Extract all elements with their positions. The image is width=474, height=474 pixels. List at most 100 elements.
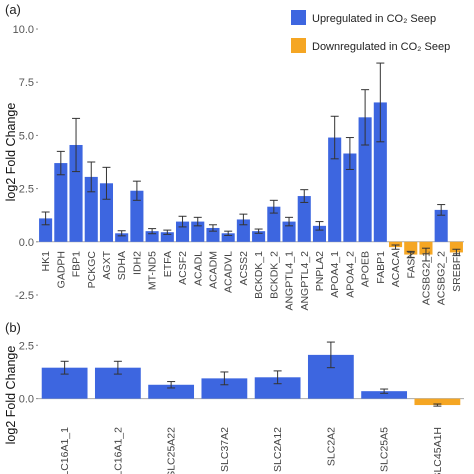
a-y-tick-label: 2.5 [19, 184, 34, 196]
a-category-label: APOEB [360, 251, 372, 287]
a-category-label: ACADVL [223, 251, 235, 293]
a-error-bar-acsbg2_1 [421, 247, 430, 262]
a-bar-angptl4_1 [282, 221, 296, 242]
a-error-bar-fbp1 [72, 117, 81, 173]
a-bar-acadvl [221, 233, 235, 242]
a-bar-sdha [115, 233, 129, 242]
b-category-label: SLC2A2 [325, 427, 337, 466]
b-error-bar-slc25a22 [167, 381, 176, 389]
a-bar-apoa4_1 [328, 137, 342, 242]
legend-label-downregulated: Downregulated in CO₂ Seep [312, 41, 450, 53]
a-category-label: FASN [405, 251, 417, 278]
a-error-bar-pckgc [87, 161, 96, 193]
a-category-label: MT-ND5 [147, 251, 159, 290]
a-category-label: FABP1 [375, 251, 387, 284]
a-error-bar-bckdk_2 [269, 199, 278, 214]
b-error-bar-slc25a5 [380, 388, 389, 394]
a-error-bar-hk1 [41, 211, 50, 226]
panel-a-y-axis-label: log2 Fold Change [4, 103, 18, 202]
a-category-label: SREBF1 [451, 251, 463, 292]
a-category-label: BCKDK_1 [253, 251, 265, 299]
a-bar-acaca [388, 241, 403, 248]
b-category-label: SLC25A22 [166, 427, 178, 474]
a-y-tick-label: 10.0 [13, 24, 34, 36]
b-category-label: SLC25A5 [379, 427, 391, 472]
a-error-bar-acadm [208, 224, 217, 232]
a-error-bar-mt-nd5 [148, 228, 157, 235]
a-bar-agxt [99, 183, 114, 242]
a-category-label: APOA4_2 [344, 251, 356, 298]
panel-a-bars [39, 102, 463, 255]
b-error-bar-slc45a1h [433, 403, 442, 407]
a-error-bar-etfa [163, 229, 172, 235]
legend-swatch-upregulated [291, 10, 306, 25]
a-error-bar-fabp1 [376, 62, 385, 143]
b-bar-slc2a12 [254, 377, 301, 399]
b-category-label: SLC45A1H [432, 427, 444, 474]
a-y-tick-label: 5.0 [19, 130, 34, 142]
a-error-bar-gadph [56, 150, 65, 176]
b-category-label: SLC16A1_2 [112, 427, 124, 474]
a-error-bar-apoa4_2 [345, 137, 354, 170]
a-category-label: BCKDK_2 [268, 251, 280, 299]
panel-b-label: (b) [5, 320, 21, 335]
legend: Upregulated in CO₂ Seep Downregulated in… [291, 10, 450, 53]
b-y-tick-label: 2.5 [19, 340, 34, 352]
a-error-bar-angptl4_1 [285, 216, 294, 227]
a-category-label: PNPLA2 [314, 251, 326, 291]
a-error-bar-angptl4_2 [300, 189, 309, 203]
a-error-bar-apoeb [361, 89, 370, 146]
a-category-label: APOA4_1 [329, 251, 341, 298]
panel-a: (a) log2 Fold Change -2.5 0.0 2.5 5.0 7.5 10.… [4, 2, 464, 311]
a-bar-idh2 [130, 190, 144, 242]
a-bar-angptl4_2 [297, 196, 311, 242]
a-bar-acadl [191, 221, 205, 242]
a-category-label: ACACA [390, 251, 402, 287]
a-category-label: ACADM [207, 251, 219, 289]
a-category-label: ACSF2 [177, 251, 189, 285]
a-error-bar-acadvl [224, 230, 233, 236]
a-bar-gadph [54, 163, 68, 242]
a-error-bar-bckdk_1 [254, 228, 263, 234]
a-category-label: ACSS2 [238, 251, 250, 286]
a-category-label: ACSBG2_1 [420, 251, 432, 305]
panel-b-error-bars [60, 341, 442, 407]
b-bar-slc25a22 [148, 384, 195, 399]
b-category-label: SLC37A2 [219, 427, 231, 472]
a-error-bar-fasn [406, 250, 415, 259]
a-category-label: AGXT [101, 250, 113, 279]
a-error-bar-idh2 [132, 180, 141, 201]
a-error-bar-acss2 [239, 213, 248, 226]
b-error-bar-slc16a1_1 [60, 360, 69, 375]
panel-b-y-axis-label: log2 Fold Change [4, 346, 18, 445]
a-category-label: PCKGC [86, 251, 98, 289]
a-y-tick-label: 7.5 [19, 77, 34, 89]
a-category-label: ANGPTL4_1 [284, 251, 296, 311]
b-bar-slc37a2 [201, 378, 248, 399]
b-bar-slc45a1h [414, 398, 461, 406]
a-bar-acsbg2_2 [434, 209, 448, 242]
a-category-label: IDH2 [131, 251, 143, 275]
legend-swatch-downregulated [291, 38, 306, 53]
panel-a-label: (a) [5, 2, 21, 17]
b-bar-slc25a5 [361, 391, 408, 399]
b-error-bar-slc37a2 [220, 371, 229, 386]
a-category-label: GADPH [55, 251, 67, 288]
a-error-bar-agxt [102, 166, 111, 200]
a-category-label: FBP1 [71, 251, 83, 277]
a-category-label: ETFA [162, 251, 174, 277]
panel-a-category-labels: HK1 GADPH FBP1 PCKGC AGXT SDHA IDH2 MT-ND5 ETFA A… [40, 250, 463, 310]
a-bar-bckdk_2 [267, 206, 281, 242]
a-error-bar-acsf2 [178, 215, 187, 228]
b-error-bar-slc2a2 [326, 341, 335, 369]
a-error-bar-apoa4_1 [330, 115, 339, 160]
a-bar-bckdk_1 [252, 231, 266, 242]
a-error-bar-srebf1 [452, 248, 461, 257]
a-y-tick-label: -2.5 [15, 290, 34, 302]
a-category-label: ANGPTL4_2 [299, 251, 311, 311]
a-error-bar-pnpla2 [315, 221, 324, 231]
a-error-bar-acsbg2_2 [437, 204, 446, 216]
b-y-tick-label: 0.0 [19, 394, 34, 406]
panel-b-y-ticks: 0.0 2.5 [19, 340, 38, 406]
